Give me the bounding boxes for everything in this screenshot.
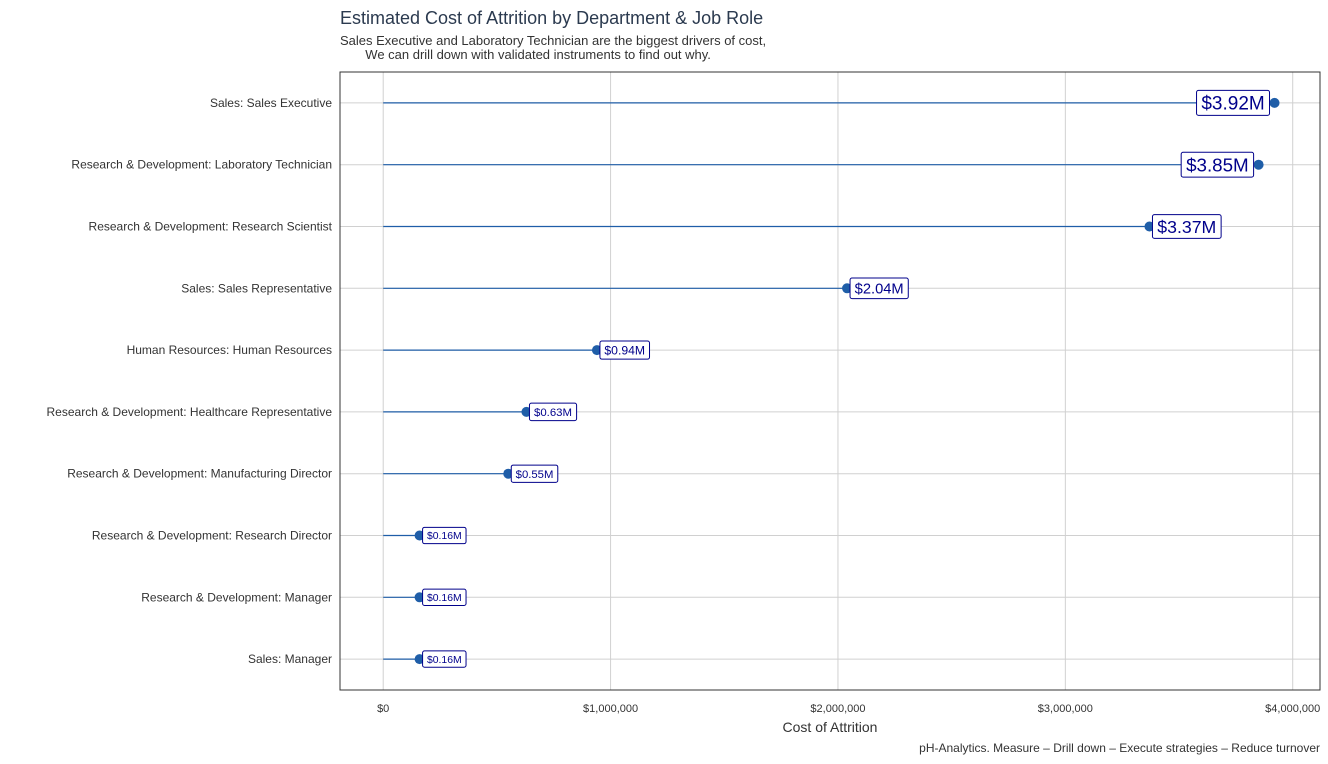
value-label: $3.92M [1201,94,1264,115]
x-tick-label: $3,000,000 [1038,703,1093,715]
y-tick-label: Sales: Sales Representative [181,281,332,295]
value-label: $3.37M [1157,217,1216,237]
y-tick-label: Sales: Sales Executive [210,96,332,110]
y-tick-label: Research & Development: Laboratory Techn… [71,158,332,172]
value-label-box [422,588,467,606]
x-tick-label: $1,000,000 [583,703,638,715]
chart-marks: $3.92M $3.85M $3.37M $2.04M $0.94M $0.63M $0.5… [383,89,1280,668]
value-label: $0.16M [427,655,462,666]
value-label-box [528,402,578,422]
y-tick-label: Research & Development: Manager [141,590,332,604]
value-label-box [1180,151,1255,178]
y-tick-label: Research & Development: Healthcare Repre… [47,405,333,419]
value-label: $2.04M [855,282,904,298]
y-tick-label: Research & Development: Manufacturing Di… [67,467,332,481]
chart-title: Estimated Cost of Attrition by Departmen… [340,8,764,28]
value-label-box [422,650,467,668]
value-label-box [1151,214,1222,239]
value-label: $0.16M [427,593,462,604]
x-tick-label: $4,000,000 [1265,703,1320,715]
y-tick-label: Human Resources: Human Resources [127,343,332,357]
x-axis-title: Cost of Attrition [783,719,878,735]
value-label-box [510,464,559,483]
y-tick-label: Research & Development: Research Scienti… [89,220,333,234]
value-label: $0.94M [604,343,645,357]
y-axis-labels: Sales: Sales Executive Research & Develop… [47,96,333,666]
value-label: $3.85M [1186,154,1249,175]
lollipop-point [1269,97,1280,108]
chart-caption: pH-Analytics. Measure – Drill down – Exe… [919,741,1320,755]
value-label: $0.63M [534,407,572,419]
value-label-box [422,526,467,545]
value-label: $0.55M [516,469,554,481]
panel-border [339,71,1321,691]
value-label-box [1196,89,1271,116]
x-tick-label: $0 [377,703,389,715]
chart-subtitle: Sales Executive and Laboratory Technicia… [340,33,767,62]
value-label: $0.16M [427,531,462,542]
x-tick-label: $2,000,000 [810,703,865,715]
value-label-box [599,340,651,360]
x-axis-labels: $0 $1,000,000 $2,000,000 $3,000,000 $4,000,0… [377,703,1320,715]
y-tick-label: Research & Development: Research Directo… [92,529,332,543]
y-tick-label: Sales: Manager [248,652,332,666]
value-label-box [849,277,909,300]
lollipop-point [1253,159,1264,170]
